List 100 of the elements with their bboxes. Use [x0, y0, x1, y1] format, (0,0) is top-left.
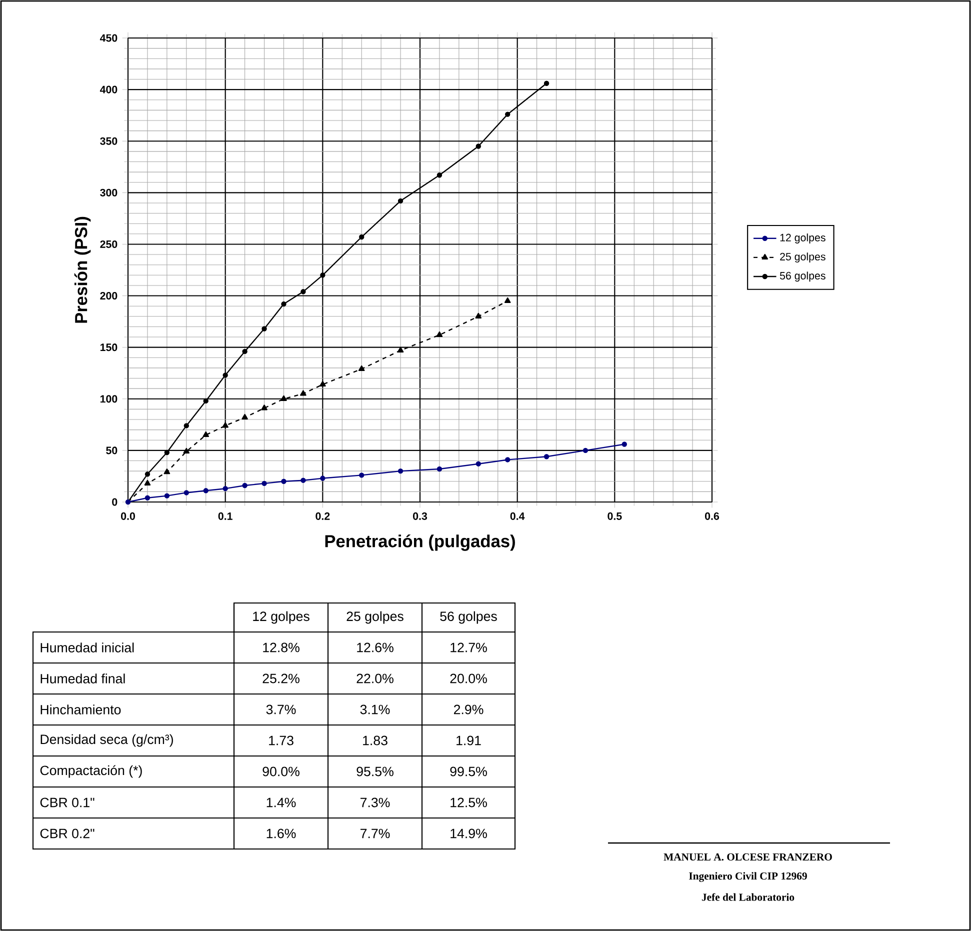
text: Ingeniero Civil CIP 12969	[689, 872, 807, 882]
x-tick-label: 0.3	[413, 512, 428, 520]
x-tick-label: 0.0	[121, 512, 135, 520]
point	[203, 488, 208, 494]
y-tick-label: 350	[100, 137, 118, 145]
point	[436, 331, 443, 338]
text: 12.6%	[357, 642, 394, 652]
text: Humedad inicial	[40, 642, 134, 652]
text: Hinchamiento	[40, 704, 121, 714]
point	[398, 198, 404, 204]
point	[202, 431, 210, 438]
text: 7.3%	[360, 798, 390, 808]
point	[320, 476, 326, 481]
text: CBR 0.1"	[40, 798, 94, 808]
point	[144, 480, 151, 486]
point	[125, 499, 131, 505]
legend-label: 12 golpes	[780, 234, 826, 244]
text: 1.83	[363, 736, 388, 746]
point	[262, 480, 267, 486]
point	[164, 468, 170, 474]
text: 12.8%	[263, 642, 300, 652]
text: 7.7%	[360, 828, 390, 838]
text: 25.2%	[262, 674, 300, 684]
text: 56 golpes	[440, 611, 497, 624]
text: 12.5%	[450, 798, 487, 808]
point	[242, 348, 248, 354]
text: 90.0%	[262, 766, 300, 776]
x-tick-label: 0.2	[316, 512, 330, 520]
y-tick-label: 150	[100, 344, 118, 352]
point	[622, 442, 627, 447]
point	[505, 112, 510, 117]
text: 1.91	[456, 736, 481, 746]
text: 12.7%	[450, 642, 487, 652]
point	[183, 448, 190, 454]
y-tick-label: 250	[100, 240, 118, 248]
y-tick-label: 450	[100, 34, 118, 42]
point	[359, 472, 364, 478]
point	[300, 390, 306, 396]
point	[398, 468, 404, 474]
text: Humedad final	[40, 674, 125, 684]
text: 3.1%	[360, 704, 390, 714]
point	[475, 312, 482, 318]
y-tick-label: 400	[100, 86, 118, 94]
text: Compactación (*)	[40, 765, 142, 778]
point	[164, 450, 170, 456]
x-tick-label: 0.1	[218, 512, 232, 520]
legend-label: 25 golpes	[780, 252, 826, 263]
y-tick-label: 50	[106, 446, 118, 454]
y-tick-label: 0	[112, 498, 118, 506]
point	[436, 172, 442, 178]
point	[320, 380, 326, 387]
point	[505, 457, 510, 462]
x-tick-label: 0.5	[608, 512, 622, 520]
point	[222, 486, 228, 492]
text: 12 golpes	[253, 611, 310, 624]
y-tick-label: 200	[100, 292, 118, 300]
text: Densidad seca (g/cm³)	[40, 734, 173, 747]
point	[242, 414, 248, 420]
point	[504, 297, 511, 303]
point	[476, 144, 482, 149]
text: 95.5%	[356, 766, 394, 776]
x-tick-label: 0.4	[510, 512, 525, 520]
text: 1.4%	[266, 798, 296, 808]
point	[242, 482, 248, 488]
text: CBR 0.2"	[40, 828, 94, 838]
text: 20.0%	[450, 674, 487, 684]
point	[397, 346, 404, 352]
point	[262, 326, 267, 332]
point	[164, 493, 170, 498]
point	[203, 398, 208, 404]
x-tick-label: 0.6	[705, 512, 720, 520]
y-tick-label: 300	[100, 188, 118, 196]
text: 25 golpes	[346, 611, 404, 624]
point	[261, 404, 268, 410]
text: 1.6%	[266, 828, 296, 838]
text: 99.5%	[450, 766, 487, 776]
point	[300, 478, 306, 483]
point	[582, 448, 588, 454]
x-axis-title: Penetración (pulgadas)	[325, 534, 515, 551]
text: 22.0%	[356, 674, 394, 684]
legend-label: 56 golpes	[780, 272, 826, 282]
point	[359, 234, 364, 240]
y-axis-title: Presión (PSI)	[74, 216, 91, 323]
point	[184, 423, 190, 428]
text: Jefe del Laboratorio	[702, 893, 794, 901]
text: 3.7%	[266, 704, 296, 714]
y-tick-label: 100	[100, 395, 118, 403]
text: 2.9%	[454, 704, 484, 714]
point	[144, 472, 150, 477]
point	[184, 490, 190, 496]
text: 14.9%	[450, 828, 487, 838]
point	[281, 478, 286, 484]
point	[222, 372, 228, 378]
point	[281, 301, 286, 307]
point	[358, 365, 365, 372]
point	[476, 461, 482, 466]
text: MANUEL A. OLCESE FRANZERO	[664, 853, 832, 861]
point	[222, 422, 228, 428]
point	[300, 289, 306, 294]
text: 1.73	[269, 736, 294, 746]
